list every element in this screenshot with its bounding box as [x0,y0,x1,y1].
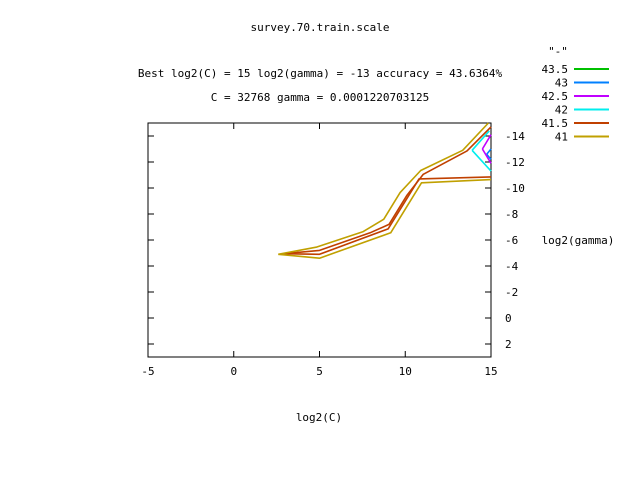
y-tick-label: -12 [505,156,525,169]
contour-lines [278,122,492,260]
y-tick-label: -8 [505,208,518,221]
chart-subtitle-params: C = 32768 gamma = 0.0001220703125 [211,91,430,104]
contour-line-42-5 [481,148,492,164]
legend-label: 43 [555,77,568,90]
contour-line-41 [278,178,492,260]
y-tick-label: -6 [505,234,518,247]
x-tick-label: 15 [484,365,497,378]
x-tick-label: 10 [399,365,412,378]
contour-line-41 [278,122,489,256]
x-tick-label: 0 [230,365,237,378]
chart-subtitle-best: Best log2(C) = 15 log2(gamma) = -13 accu… [138,67,503,80]
contour-line-42 [471,130,490,151]
y-tick-label: -10 [505,182,525,195]
legend-label: 41 [555,131,568,144]
y-tick-label: -4 [505,260,519,273]
y-tick-label: 0 [505,312,512,325]
x-tick-label: -5 [141,365,154,378]
y-axis-label: log2(gamma) [542,234,615,247]
contour-line-43 [486,153,492,160]
legend-label: 41.5 [542,117,569,130]
contour-line-42-5 [481,134,492,150]
x-tick-label: 5 [316,365,323,378]
chart-title: survey.70.train.scale [250,21,389,34]
y-tick-label: -14 [505,130,525,143]
legend-title: "-" [548,45,568,58]
plot-frame [147,122,492,358]
legend-label: 42.5 [542,90,569,103]
contour-line-43 [486,148,492,155]
legend-label: 43.5 [542,63,569,76]
contour-line-41-5 [283,176,492,256]
y-axis-ticks: -14 -12 -10 -8 -6 -4 -2 0 2 [148,130,525,351]
legend-label: 42 [555,104,568,117]
contour-line-41-5 [283,126,492,255]
y-tick-label: 2 [505,338,512,351]
x-axis-label: log2(C) [296,411,342,424]
y-tick-label: -2 [505,286,518,299]
contour-line-42 [471,149,492,172]
